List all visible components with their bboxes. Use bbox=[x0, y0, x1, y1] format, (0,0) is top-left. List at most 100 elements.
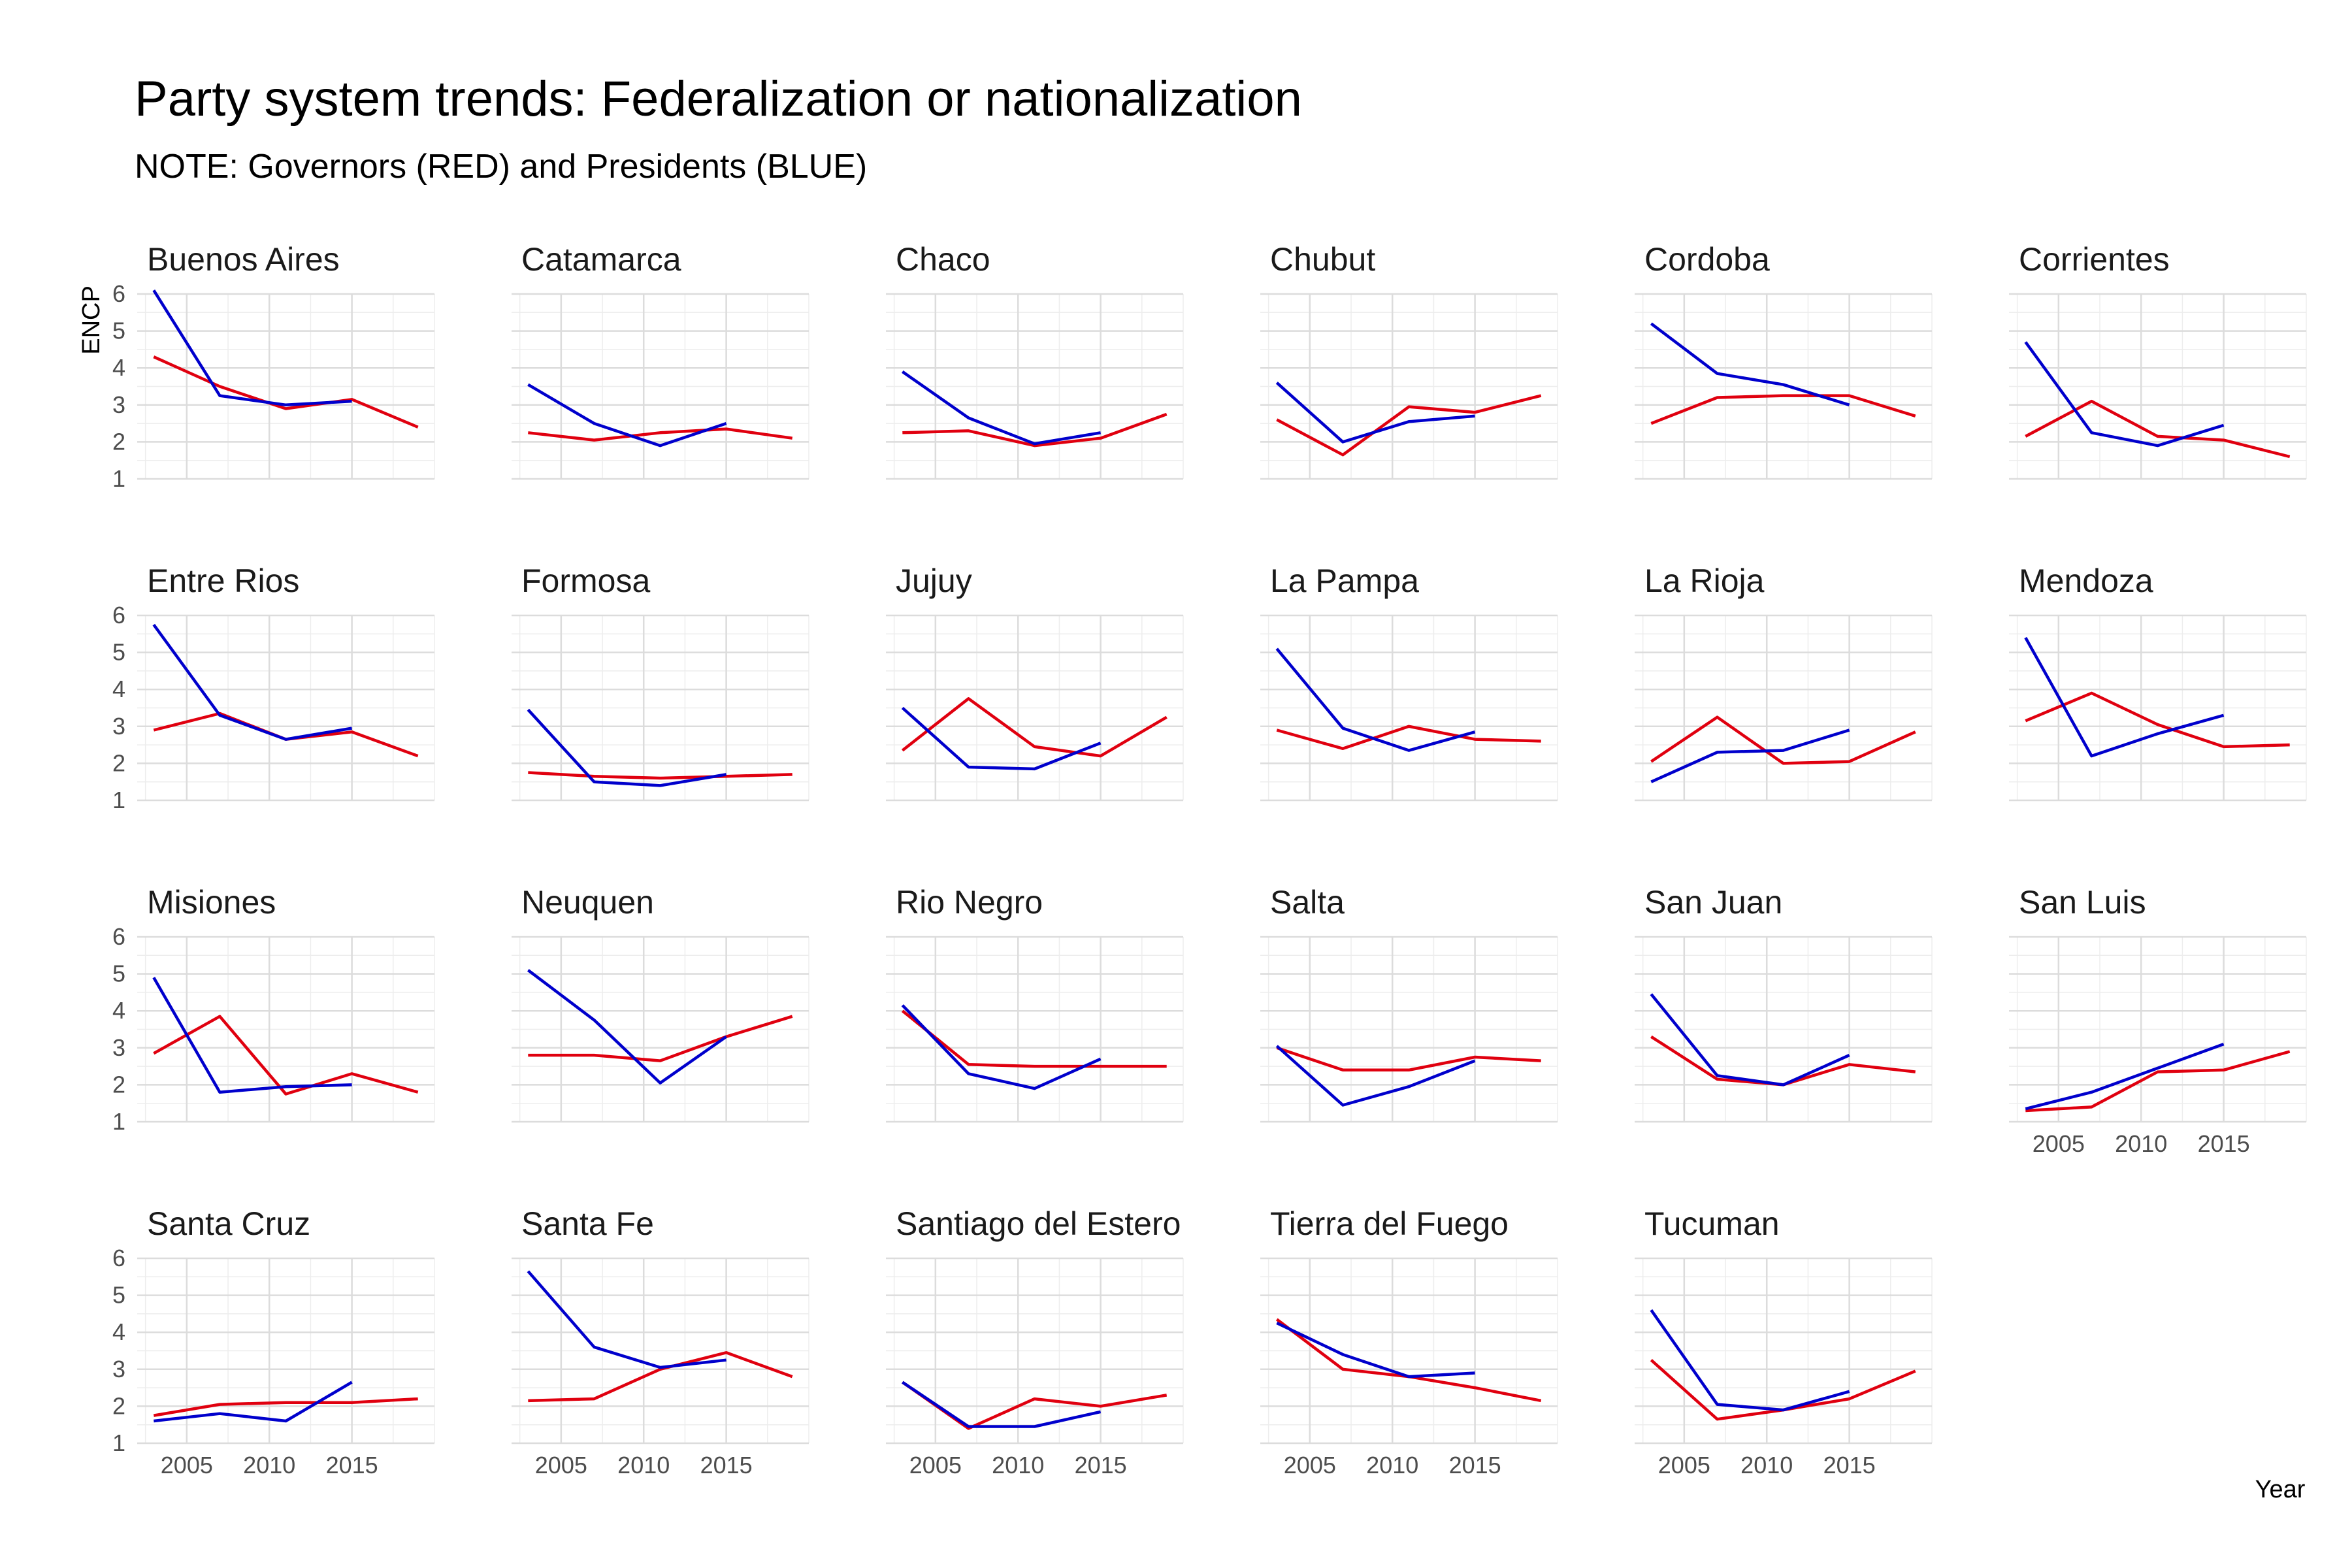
x-tick-label: 2015 bbox=[2198, 1130, 2250, 1157]
facet-label: Santa Fe bbox=[521, 1205, 654, 1242]
governors-line bbox=[901, 1009, 1167, 1068]
x-tick-label: 2015 bbox=[326, 1452, 378, 1478]
facet-san-luis: San Luis 2005 2010 2015 bbox=[2009, 884, 2307, 1157]
x-tick-label: 2005 bbox=[161, 1452, 213, 1478]
y-tick-label: 1 bbox=[112, 787, 125, 813]
x-tick-label: 2010 bbox=[2115, 1130, 2167, 1157]
governors-line bbox=[1276, 725, 1541, 751]
y-tick-label: 1 bbox=[112, 465, 125, 492]
y-axis-title: ENCP bbox=[78, 286, 105, 355]
governors-line bbox=[901, 697, 1168, 758]
facet-label: Corrientes bbox=[2019, 241, 2170, 278]
x-tick-label: 2010 bbox=[992, 1452, 1044, 1478]
governors-line bbox=[153, 355, 419, 429]
presidents-line bbox=[1275, 382, 1475, 444]
facet-catamarca: Catamarca bbox=[512, 241, 809, 480]
x-tick-label: 2015 bbox=[1075, 1452, 1127, 1478]
governors-line bbox=[902, 412, 1168, 448]
facet-corrientes: Corrientes bbox=[2009, 241, 2307, 480]
facet-la-pampa: La Pampa bbox=[1260, 563, 1558, 802]
x-tick-label: 2005 bbox=[909, 1452, 962, 1478]
presidents-line bbox=[527, 383, 727, 448]
facet-label: Mendoza bbox=[2019, 563, 2153, 599]
facet-label: Neuquen bbox=[521, 884, 654, 921]
x-tick-label: 2005 bbox=[535, 1452, 587, 1478]
facet-jujuy: Jujuy bbox=[886, 563, 1184, 802]
facet-label: Catamarca bbox=[521, 241, 681, 278]
x-tick-label: 2010 bbox=[617, 1452, 670, 1478]
presidents-line bbox=[1275, 647, 1476, 752]
presidents-line bbox=[527, 708, 727, 787]
x-tick-label: 2010 bbox=[1740, 1452, 1793, 1478]
facet-misiones: Misiones 1 2 3 4 5 6 bbox=[112, 884, 435, 1135]
presidents-line bbox=[154, 1380, 353, 1423]
presidents-line bbox=[152, 977, 352, 1094]
presidents-line bbox=[901, 706, 1102, 771]
facet-label: Formosa bbox=[521, 563, 650, 599]
facet-label: Entre Rios bbox=[147, 563, 299, 599]
facet-label: La Rioja bbox=[1644, 563, 1765, 599]
facet-formosa: Formosa bbox=[512, 563, 809, 802]
facet-rio-negro: Rio Negro bbox=[886, 884, 1184, 1123]
facet-salta: Salta bbox=[1260, 884, 1558, 1123]
facet-la-rioja: La Rioja bbox=[1635, 563, 1933, 802]
y-tick-label: 4 bbox=[112, 676, 125, 702]
facet-mendoza: Mendoza bbox=[2009, 563, 2307, 802]
facet-neuquen: Neuquen bbox=[512, 884, 809, 1123]
facet-label: Jujuy bbox=[896, 563, 972, 599]
presidents-line bbox=[152, 289, 352, 407]
presidents-line bbox=[2024, 636, 2225, 758]
presidents-line bbox=[1650, 993, 1850, 1086]
facet-chubut: Chubut bbox=[1260, 241, 1558, 480]
y-tick-label: 5 bbox=[112, 639, 125, 666]
facet-label: La Pampa bbox=[1270, 563, 1419, 599]
facet-santa-cruz: Santa Cruz 1 2 3 4 5 6 2005 2010 2015 bbox=[112, 1205, 435, 1478]
facet-tierra-del-fuego: Tierra del Fuego 2005 2010 2015 bbox=[1260, 1205, 1558, 1478]
governors-line bbox=[153, 1015, 419, 1096]
facet-entre-rios: Entre Rios 1 2 3 4 5 6 bbox=[112, 563, 435, 813]
y-tick-label: 3 bbox=[112, 1034, 125, 1061]
presidents-line bbox=[527, 969, 727, 1085]
x-tick-label: 2015 bbox=[700, 1452, 753, 1478]
x-tick-label: 2010 bbox=[243, 1452, 295, 1478]
facet-label: Tierra del Fuego bbox=[1270, 1205, 1509, 1242]
x-tick-label: 2015 bbox=[1449, 1452, 1501, 1478]
facet-label: Chaco bbox=[896, 241, 990, 278]
facet-label: Santa Cruz bbox=[147, 1205, 310, 1242]
y-tick-label: 5 bbox=[112, 318, 125, 344]
facet-label: Buenos Aires bbox=[147, 241, 340, 278]
y-tick-label: 6 bbox=[112, 923, 125, 950]
y-tick-label: 4 bbox=[112, 1318, 125, 1345]
y-tick-label: 5 bbox=[112, 1282, 125, 1309]
facet-label: Rio Negro bbox=[896, 884, 1043, 921]
y-tick-label: 2 bbox=[112, 428, 125, 455]
x-tick-label: 2005 bbox=[2033, 1130, 2085, 1157]
governors-line bbox=[153, 1397, 418, 1417]
governors-line bbox=[2025, 399, 2291, 459]
facet-buenos-aires: Buenos Aires 1 2 3 4 5 6 bbox=[112, 241, 435, 492]
y-tick-label: 6 bbox=[112, 1245, 125, 1271]
governors-line bbox=[902, 1380, 1168, 1430]
y-tick-label: 2 bbox=[112, 1071, 125, 1098]
facet-label: San Juan bbox=[1644, 884, 1782, 921]
governors-line bbox=[528, 771, 792, 780]
facet-label: Cordoba bbox=[1644, 241, 1770, 278]
presidents-line bbox=[1275, 1045, 1476, 1107]
y-tick-label: 1 bbox=[112, 1429, 125, 1456]
governors-line bbox=[1650, 394, 1916, 425]
y-tick-label: 1 bbox=[112, 1108, 125, 1135]
governors-line bbox=[2025, 691, 2290, 749]
facet-label: Misiones bbox=[147, 884, 276, 921]
facet-san-juan: San Juan bbox=[1635, 884, 1933, 1123]
facet-label: San Luis bbox=[2019, 884, 2146, 921]
y-tick-label: 2 bbox=[112, 749, 125, 776]
governors-line bbox=[1276, 1046, 1541, 1072]
presidents-line bbox=[1276, 1321, 1475, 1379]
x-tick-label: 2010 bbox=[1366, 1452, 1418, 1478]
y-tick-label: 3 bbox=[112, 391, 125, 418]
governors-line bbox=[2025, 1050, 2291, 1113]
presidents-line bbox=[902, 1380, 1102, 1428]
presidents-line bbox=[527, 1270, 727, 1369]
governors-line bbox=[1276, 394, 1542, 457]
